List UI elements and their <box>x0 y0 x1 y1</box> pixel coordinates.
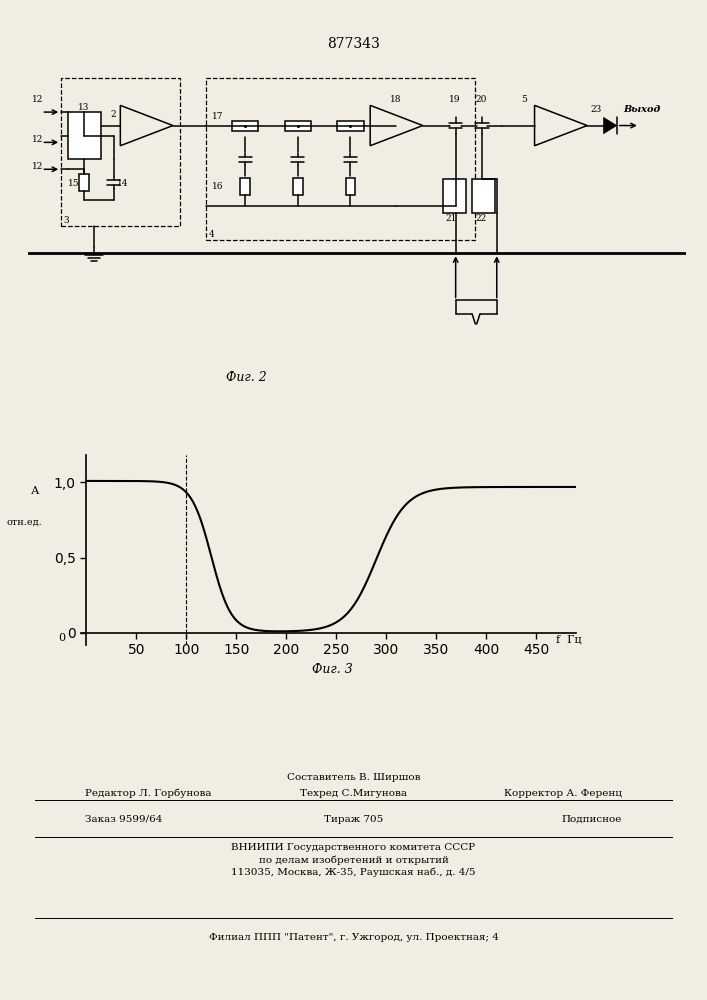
Bar <box>337 121 363 131</box>
Text: Подписное: Подписное <box>562 814 622 824</box>
Bar <box>79 174 89 191</box>
Text: Фиг. 2: Фиг. 2 <box>226 371 267 384</box>
Text: 13: 13 <box>78 103 89 112</box>
Text: 18: 18 <box>390 95 402 104</box>
Text: 113035, Москва, Ж-35, Раушская наб., д. 4/5: 113035, Москва, Ж-35, Раушская наб., д. … <box>231 867 476 877</box>
Text: 22: 22 <box>475 214 486 223</box>
Bar <box>62 78 180 226</box>
Text: Фиг. 3: Фиг. 3 <box>312 663 353 676</box>
Text: 20: 20 <box>475 95 486 104</box>
Text: 14: 14 <box>117 179 129 188</box>
Text: 5: 5 <box>522 95 527 104</box>
Text: 12: 12 <box>32 95 43 104</box>
Text: Филиал ППП "Патент", г. Ужгород, ул. Проектная; 4: Филиал ППП "Патент", г. Ужгород, ул. Про… <box>209 934 498 942</box>
Bar <box>68 112 100 159</box>
Text: f  Гц: f Гц <box>556 635 582 645</box>
Text: 16: 16 <box>212 182 224 191</box>
Text: 17: 17 <box>212 112 224 121</box>
Text: 2: 2 <box>110 110 116 119</box>
Text: 877343: 877343 <box>327 37 380 51</box>
Bar <box>443 179 465 213</box>
Text: 12: 12 <box>32 162 43 171</box>
Text: 4: 4 <box>209 230 215 239</box>
Text: Составитель В. Ширшов: Составитель В. Ширшов <box>287 773 420 782</box>
Text: 0: 0 <box>58 633 66 643</box>
Text: Техред С.Мигунова: Техред С.Мигунова <box>300 789 407 798</box>
Bar <box>293 178 303 195</box>
Text: отн.ед.: отн.ед. <box>6 517 42 526</box>
Text: Корректор А. Ференц: Корректор А. Ференц <box>504 789 622 798</box>
Bar <box>206 78 475 240</box>
Text: 21: 21 <box>446 214 457 223</box>
Bar <box>232 121 259 131</box>
Text: Редактор Л. Горбунова: Редактор Л. Горбунова <box>85 788 211 798</box>
Text: 15: 15 <box>68 179 79 188</box>
Bar <box>285 121 311 131</box>
Text: А: А <box>31 486 40 496</box>
Text: ВНИИПИ Государственного комитета СССР: ВНИИПИ Государственного комитета СССР <box>231 844 476 852</box>
Polygon shape <box>604 117 617 134</box>
Text: Выход: Выход <box>624 105 660 114</box>
Text: 12: 12 <box>32 135 43 144</box>
Text: 19: 19 <box>449 95 460 104</box>
Text: 3: 3 <box>63 216 69 225</box>
Bar <box>240 178 250 195</box>
Text: 23: 23 <box>590 105 602 114</box>
Text: Заказ 9599/64: Заказ 9599/64 <box>85 814 162 824</box>
Bar <box>472 179 495 213</box>
Bar <box>346 178 356 195</box>
Text: Тираж 705: Тираж 705 <box>324 814 383 824</box>
Text: по делам изобретений и открытий: по делам изобретений и открытий <box>259 855 448 865</box>
